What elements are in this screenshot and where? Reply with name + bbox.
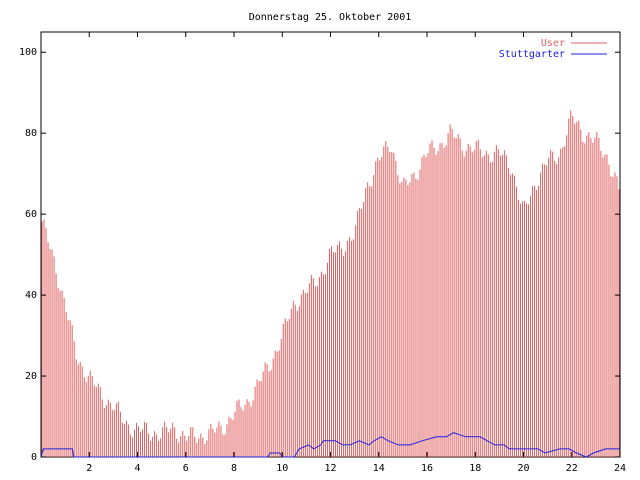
x-tick-label: 22 (566, 463, 578, 474)
x-tick-label: 16 (421, 463, 433, 474)
x-tick-label: 18 (469, 463, 481, 474)
y-tick-label: 60 (25, 209, 37, 220)
user-bars (41, 110, 620, 457)
x-tick-label: 2 (86, 463, 92, 474)
legend-label-stuttgarter: Stuttgarter (499, 49, 565, 60)
y-tick-label: 40 (25, 290, 37, 301)
x-tick-label: 12 (324, 463, 336, 474)
x-tick-label: 20 (517, 463, 529, 474)
plot-frame (40, 31, 621, 458)
y-tick-label: 20 (25, 371, 37, 382)
x-tick-label: 8 (231, 463, 237, 474)
legend-label-user: User (541, 38, 565, 49)
y-tick-label: 80 (25, 128, 37, 139)
x-tick-label: 24 (614, 463, 626, 474)
stuttgarter-line-group (40, 432, 620, 458)
x-tick-label: 14 (373, 463, 385, 474)
x-tick-label: 10 (276, 463, 288, 474)
stuttgarter-line (40, 432, 620, 458)
x-tick-label: 4 (134, 463, 140, 474)
y-tick-label: 0 (31, 452, 37, 463)
chart-title: Donnerstag 25. Oktober 2001 (249, 12, 412, 23)
y-tick-label: 100 (19, 47, 37, 58)
x-tick-label: 6 (183, 463, 189, 474)
